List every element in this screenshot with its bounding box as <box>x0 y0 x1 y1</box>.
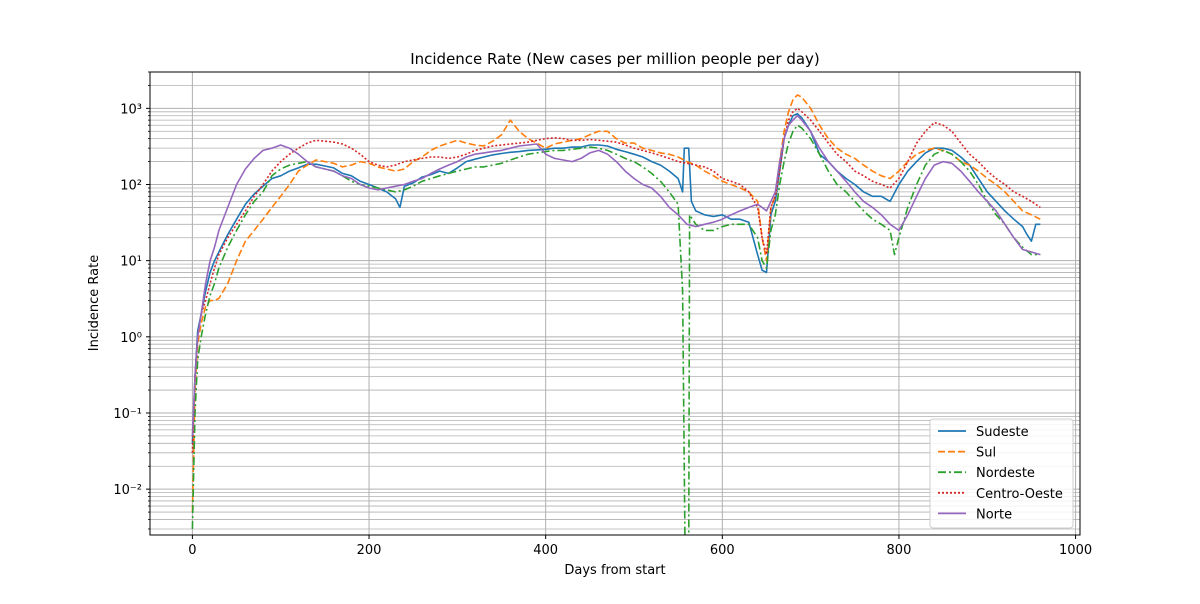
x-tick-label: 800 <box>887 543 912 558</box>
y-axis-ticks: 10⁻² 10⁻¹ 10⁰ 10¹ 10² 10³ <box>113 71 150 530</box>
y-tick-label: 10⁻² <box>113 483 142 498</box>
x-axis-ticks: 0 200 400 600 800 1000 <box>188 535 1092 558</box>
legend-label: Centro-Oeste <box>976 487 1063 502</box>
chart-title: Incidence Rate (New cases per million pe… <box>410 50 820 68</box>
x-tick-label: 1000 <box>1059 543 1092 558</box>
x-tick-label: 200 <box>357 543 382 558</box>
y-tick-label: 10¹ <box>120 255 142 270</box>
legend-label: Nordeste <box>976 466 1035 481</box>
x-axis-label: Days from start <box>564 563 665 578</box>
legend-label: Sudeste <box>976 425 1029 440</box>
series-group <box>191 94 1041 535</box>
y-axis-label: Incidence Rate <box>87 255 102 351</box>
y-tick-label: 10⁰ <box>120 331 142 346</box>
plot-area-frame <box>149 71 1081 536</box>
y-tick-label: 10² <box>120 178 142 193</box>
y-tick-label: 10³ <box>120 102 142 117</box>
series-line-norte <box>191 114 1041 436</box>
x-tick-label: 600 <box>710 543 735 558</box>
legend-label: Norte <box>976 507 1012 522</box>
legend: Sudeste Sul Nordeste Centro-Oeste Norte <box>929 418 1074 529</box>
x-tick-label: 400 <box>533 543 558 558</box>
legend-box <box>929 418 1074 529</box>
legend-label: Sul <box>976 446 996 461</box>
x-tick-label: 0 <box>188 543 196 558</box>
y-tick-label: 10⁻¹ <box>113 407 142 422</box>
series-line-sul <box>191 94 1041 513</box>
series-line-sudeste <box>191 112 1041 444</box>
